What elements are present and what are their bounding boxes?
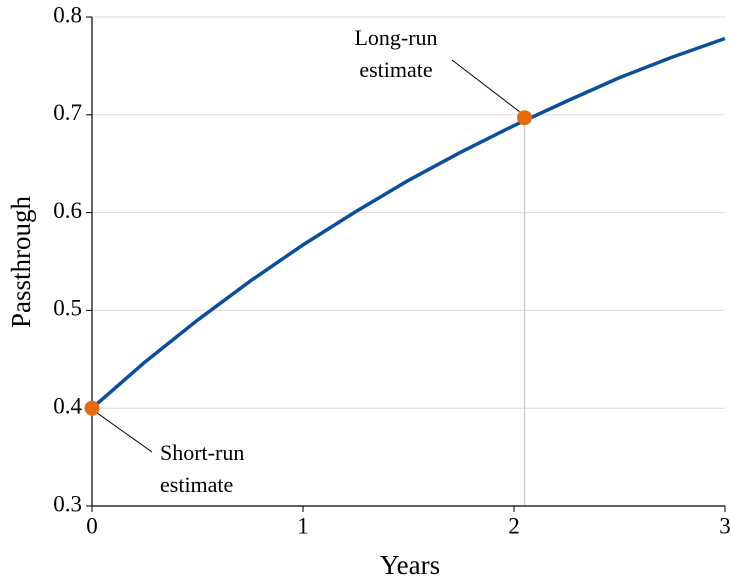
line-series [90,36,726,410]
x-tick-label: 0 [86,513,98,538]
annotation-text: Long-run [354,25,437,50]
y-tick-label: 0.5 [53,296,82,321]
estimate-marker [84,400,100,416]
annotation-text: estimate [160,472,233,497]
x-tick-label: 2 [508,513,520,538]
y-tick-label: 0.8 [53,2,82,27]
x-tick-label: 3 [719,513,731,538]
y-tick-label: 0.6 [53,198,82,223]
annotation-text: Short-run [160,440,244,465]
y-tick-label: 0.3 [53,491,82,516]
estimate-marker [517,110,533,126]
y-axis-title: Passthrough [6,196,36,329]
annotation-text: estimate [359,57,432,82]
annotation-leader [451,59,520,113]
annotation-leader [95,411,153,453]
x-axis-title: Years [380,550,440,580]
y-tick-label: 0.4 [53,393,82,418]
y-tick-label: 0.7 [53,100,82,125]
x-tick-label: 1 [297,513,309,538]
